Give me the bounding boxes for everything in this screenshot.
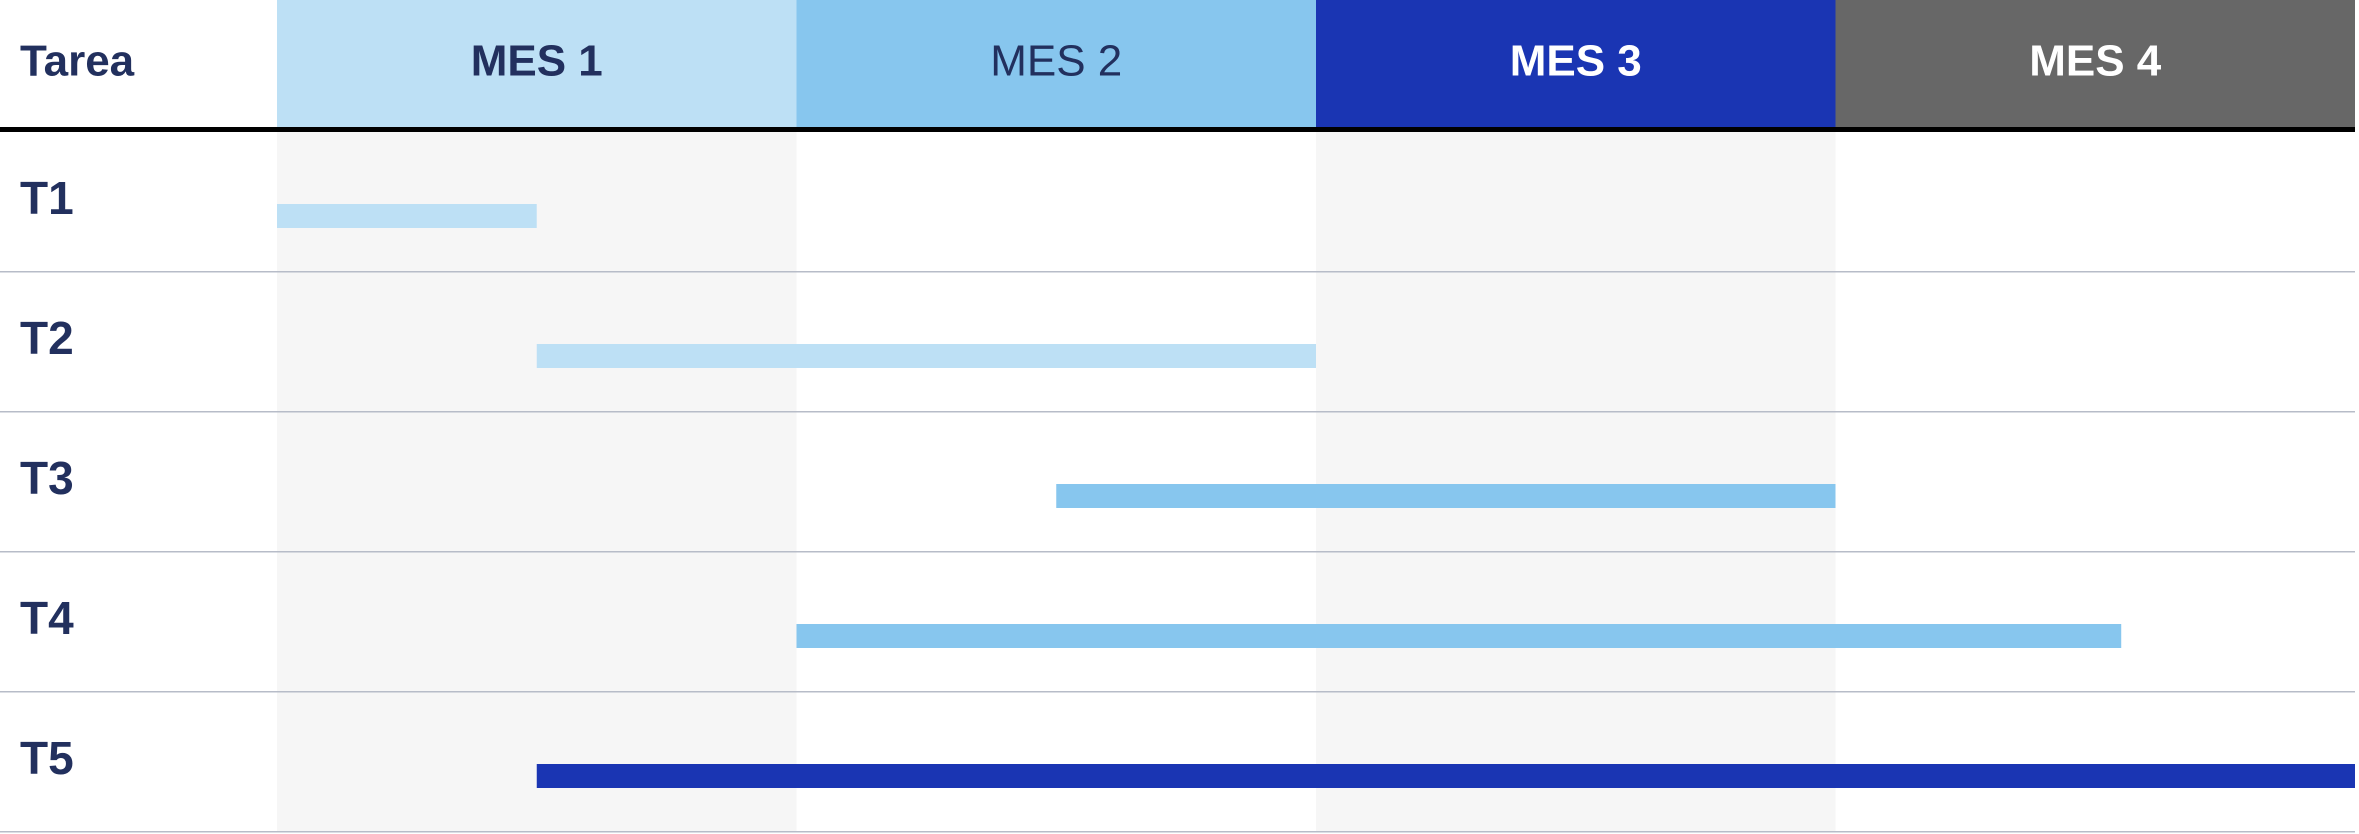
month-header-cell-2 [796, 0, 1316, 128]
task-label-t5: T5 [20, 732, 74, 784]
row-divider [0, 551, 2355, 553]
row-divider [0, 831, 2355, 833]
task-bar-t3 [1056, 484, 1836, 508]
month-label-3: MES 3 [1510, 37, 1642, 86]
header-rule [0, 127, 2355, 132]
shade-band-1 [277, 132, 797, 832]
row-divider [0, 691, 2355, 693]
month-header-cell-1 [277, 0, 797, 128]
column-shading [277, 132, 1836, 832]
task-rows: T1 T2 T3 T4 T5 [0, 172, 2355, 833]
task-bar-t2 [536, 344, 1316, 368]
month-label-1: MES 1 [471, 37, 603, 86]
chart-header: Tarea MES 1 MES 2 MES 3 MES 4 [0, 0, 2355, 132]
month-label-4: MES 4 [2029, 37, 2162, 86]
task-bar-t4 [796, 624, 2122, 648]
month-label-2: MES 2 [990, 37, 1122, 86]
task-label-t2: T2 [20, 312, 74, 364]
task-bars [277, 204, 2355, 788]
task-label-t4: T4 [20, 592, 74, 644]
task-column-header: Tarea [20, 37, 135, 86]
row-divider [0, 411, 2355, 413]
month-header-cell-4 [1835, 0, 2355, 128]
month-header-cell-3 [1316, 0, 1836, 128]
task-label-t1: T1 [20, 172, 74, 224]
row-divider [0, 271, 2355, 273]
task-bar-t1 [277, 204, 537, 228]
task-bar-t5 [536, 764, 2355, 788]
shade-band-3 [1316, 132, 1836, 832]
task-label-t3: T3 [20, 452, 74, 504]
